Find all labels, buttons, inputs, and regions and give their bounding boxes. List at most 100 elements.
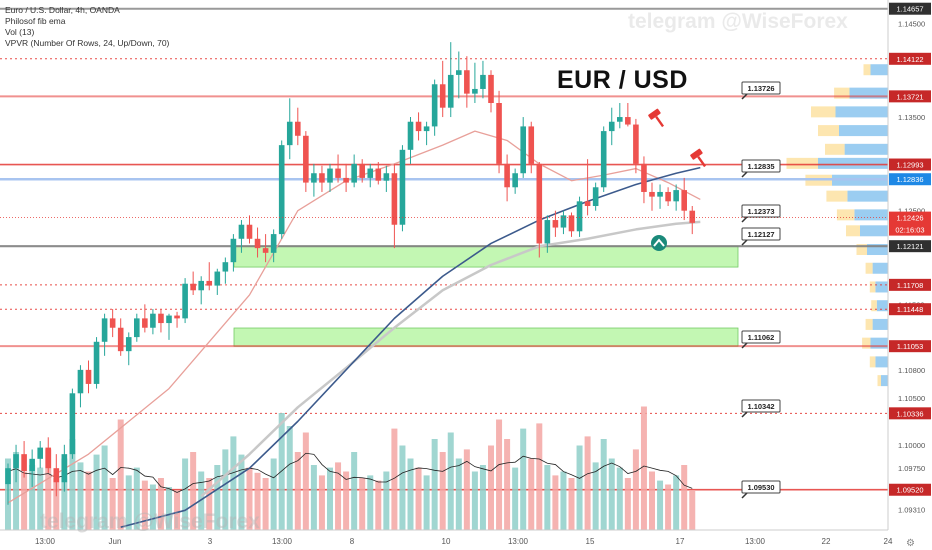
candle [286,98,293,160]
vpvr-bar-down [869,281,876,293]
price-level-label-text: 1.11708 [897,281,924,290]
price-level-label-text: 1.11448 [897,305,924,314]
volume-bar [343,471,350,530]
candle [45,437,52,473]
legend-indicator-vpvr[interactable]: VPVR (Number Of Rows, 24, Up/Down, 70) [5,38,170,48]
candle-body [85,369,92,384]
volume-bar [206,478,213,530]
candle-body [246,224,253,239]
candle [77,365,84,408]
legend-symbol[interactable]: Euro / U.S. Dollar, 4h, OANDA [5,5,120,15]
price-level-label-text: 1.09520 [896,486,923,495]
volume-bar [649,471,655,530]
legend-indicator-vol[interactable]: Vol (13) [5,27,35,37]
volume-bar [327,467,333,530]
candle-body [150,313,156,328]
vpvr-bar-down [818,125,839,137]
volume-bar [367,475,374,530]
candle-body [447,74,454,108]
volume-bar [600,439,607,530]
candle-body [319,173,325,183]
candle [608,107,615,146]
candle [174,311,180,328]
volume-bar [214,465,221,530]
vpvr-bar-up [881,375,888,387]
candle-body [383,173,390,181]
candle [117,318,124,356]
candle-body [456,70,462,75]
price-level-label: 1.14657 [889,2,931,15]
volume-bar [101,445,108,530]
volume-bar [238,454,245,530]
volume-bar [536,423,543,530]
candle-body [21,454,27,472]
volume-bar [302,432,309,530]
price-level-label: 1.12993 [889,158,931,171]
volume-bar [37,467,44,530]
candle-body [206,280,213,286]
vpvr-bar-up [875,356,888,368]
candle-body [496,103,502,164]
price-scale-tick: 1.10000 [898,441,925,450]
candle [576,196,583,237]
volume-bar [415,467,422,530]
vpvr-bar-down [877,375,881,387]
candle-body [29,458,35,472]
gavel-icon [648,108,665,128]
volume-bar [592,462,599,530]
price-scale-tick: 1.14500 [898,19,925,28]
vpvr-bar-down [846,225,860,237]
candle-body [214,271,221,286]
candle [150,309,156,335]
legend-indicator-ema[interactable]: Philosof fib ema [5,16,66,26]
candle [125,332,132,366]
candle-body [37,447,43,459]
vpvr-bar-down [862,337,871,349]
candle-body [520,126,526,174]
candle [383,165,390,192]
candle [568,212,575,237]
callout-label: 1.09530 [747,483,774,492]
callout-label: 1.12373 [747,207,774,216]
candle-body [399,149,406,225]
volume-bar [616,467,623,530]
price-level-label-bg [889,278,931,291]
volume-bar [399,445,406,530]
candle-body [53,468,60,483]
candle-body [166,315,172,324]
price-level-label: 1.11708 [889,278,931,291]
candle [254,227,261,258]
vpvr-bar-up [870,337,888,349]
candle [617,103,623,129]
candle-body [77,369,84,394]
candle-body [391,173,398,225]
candle [53,454,60,497]
price-level-label-bg [889,483,931,496]
candle [600,126,607,192]
candle [134,313,140,342]
candle [198,276,204,305]
candle [689,206,696,235]
price-level-label: 1.13721 [889,90,931,103]
price-callout: 1.13726 [741,81,781,100]
candle-body [311,173,317,183]
price-callout: 1.10342 [741,399,781,418]
ema-long-line [120,166,701,528]
vpvr-bar-up [872,262,888,274]
callout-box [741,204,781,218]
candle [431,79,438,136]
candle [158,309,164,333]
settings-gear-icon[interactable]: ⚙ [906,538,915,549]
candle-body [544,220,551,244]
volume-bar [632,449,639,530]
time-axis-tick: 10 [442,537,451,546]
candle [536,161,543,258]
candle [649,182,655,211]
volume-bar [270,458,277,530]
price-level-label-text: 1.10336 [896,409,923,418]
callout-box [741,399,781,413]
price-level-label: 1.10336 [889,407,931,420]
candle [399,145,406,232]
vpvr-bar-up [835,106,888,118]
